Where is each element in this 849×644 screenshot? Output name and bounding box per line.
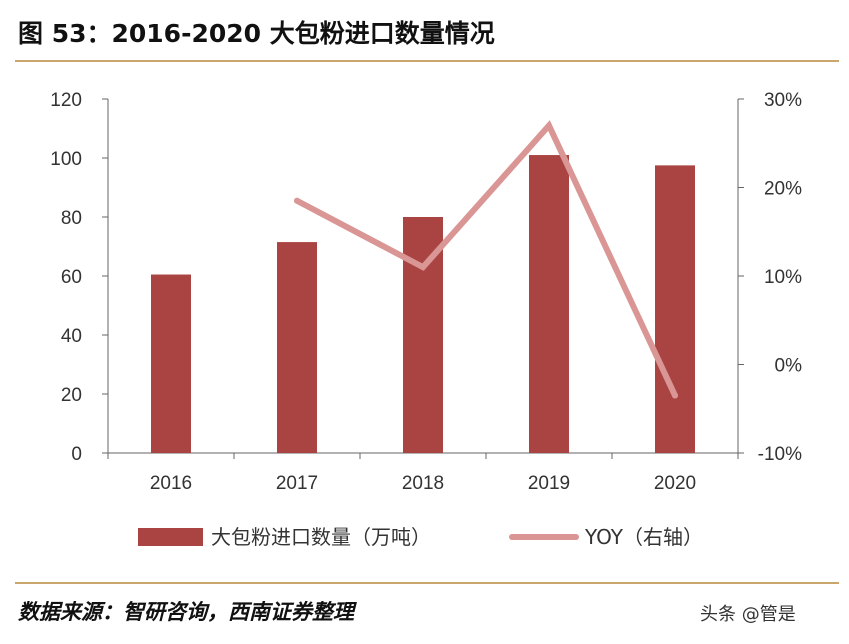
right-tick-label: 20% (764, 179, 802, 200)
x-tick-label: 2017 (276, 473, 318, 494)
source-note: 数据来源：智研咨询，西南证券整理 (18, 599, 354, 624)
left-tick-label: 0 (71, 444, 82, 465)
right-tick-label: 10% (764, 267, 802, 288)
left-tick-label: 100 (50, 149, 82, 170)
left-tick-label: 40 (61, 326, 82, 347)
x-tick-label: 2019 (528, 473, 570, 494)
right-tick-label: -10% (758, 444, 802, 465)
yoy-point-2020 (672, 392, 678, 399)
bar-2016 (151, 274, 191, 453)
watermark: 头条 @管是 (700, 604, 796, 625)
yoy-point-2018 (420, 264, 426, 271)
left-tick-label: 20 (61, 385, 82, 406)
left-tick-label: 80 (61, 208, 82, 229)
chart-title: 图 53：2016-2020 大包粉进口数量情况 (18, 19, 495, 48)
left-tick-label: 60 (61, 267, 82, 288)
yoy-point-2019 (546, 122, 552, 129)
left-tick-label: 120 (50, 90, 82, 111)
legend-bar-label: 大包粉进口数量（万吨） (211, 525, 431, 549)
right-tick-label: 0% (775, 356, 803, 377)
x-tick-label: 2020 (654, 473, 696, 494)
bottom-divider (15, 582, 839, 584)
chart: 0 20 40 60 80 100 120 -10% 0% 10% 20% 30% 2016 2017 20… (50, 90, 803, 549)
x-tick-label: 2018 (402, 473, 444, 494)
bar-2020 (655, 165, 695, 453)
legend-bar-swatch (138, 528, 203, 546)
bar-2017 (277, 242, 317, 453)
top-divider (15, 60, 839, 62)
right-tick-label: 30% (764, 90, 802, 111)
x-tick-label: 2016 (150, 473, 192, 494)
yoy-point-2017 (294, 197, 300, 204)
legend-line-label: YOY（右轴） (584, 525, 703, 549)
yoy-line (294, 120, 678, 399)
bar-2019 (529, 155, 569, 454)
